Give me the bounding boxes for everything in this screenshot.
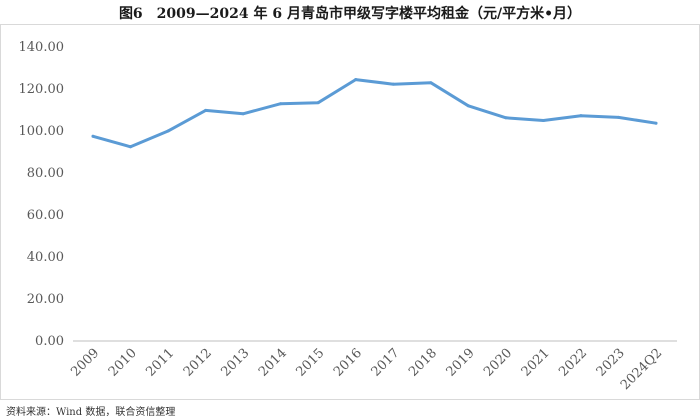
rent-series-line <box>91 78 658 149</box>
x-tick-label: 2019 <box>444 346 478 380</box>
data-point <box>279 102 283 106</box>
data-point <box>579 114 583 118</box>
x-tick-label: 2018 <box>406 346 440 380</box>
figure-title: 图6 2009—2024 年 6 月青岛市甲级写字楼平均租金（元/平方米•月） <box>118 6 582 22</box>
y-tick-label: 140.00 <box>19 40 65 55</box>
data-point <box>616 115 620 119</box>
data-point <box>166 129 170 133</box>
data-point <box>541 119 545 122</box>
x-tick-label: 2017 <box>369 346 403 380</box>
x-tick-label: 2013 <box>218 346 252 380</box>
data-point <box>241 112 245 116</box>
data-point <box>654 121 658 125</box>
x-tick-label: 2020 <box>481 346 515 380</box>
x-tick-label: 2021 <box>519 346 553 380</box>
y-tick-label: 80.00 <box>27 166 64 181</box>
x-axis: 2009 2010 2011 2012 2013 2014 2015 2016 2017 2018… <box>68 346 665 393</box>
x-tick-label: 2014 <box>256 346 290 380</box>
data-point <box>316 101 320 105</box>
data-point <box>91 134 95 138</box>
x-tick-label: 2010 <box>106 346 140 380</box>
y-tick-label: 100.00 <box>19 124 65 139</box>
x-tick-label: 2016 <box>331 346 365 380</box>
data-point <box>504 116 508 120</box>
x-tick-label: 2012 <box>181 346 215 380</box>
x-tick-label: 2023 <box>594 346 628 380</box>
line-chart: 0.00 20.00 40.00 60.00 80.00 100.00 120.00 140.… <box>19 40 677 393</box>
x-tick-label: 2022 <box>556 346 590 380</box>
data-point <box>429 81 433 85</box>
y-tick-label: 60.00 <box>27 208 64 223</box>
data-point <box>129 145 133 149</box>
x-tick-label: 2015 <box>293 346 327 380</box>
series-layer <box>91 78 658 149</box>
source-note: 资料来源：Wind 数据，联合资信整理 <box>6 407 176 418</box>
data-point <box>466 104 470 108</box>
y-tick-label: 20.00 <box>27 292 64 307</box>
data-point <box>354 78 358 82</box>
data-point <box>391 82 395 86</box>
x-tick-label: 2011 <box>143 346 177 380</box>
x-tick-label: 2009 <box>68 346 102 380</box>
y-tick-label: 0.00 <box>35 334 64 349</box>
data-point <box>204 108 208 112</box>
chart-area: 0.00 20.00 40.00 60.00 80.00 100.00 120.00 140.… <box>0 24 700 400</box>
y-axis: 0.00 20.00 40.00 60.00 80.00 100.00 120.00 140.… <box>19 40 65 349</box>
y-tick-label: 120.00 <box>19 82 65 97</box>
y-tick-label: 40.00 <box>27 250 64 265</box>
x-tick-label: 2024Q2 <box>618 346 665 393</box>
